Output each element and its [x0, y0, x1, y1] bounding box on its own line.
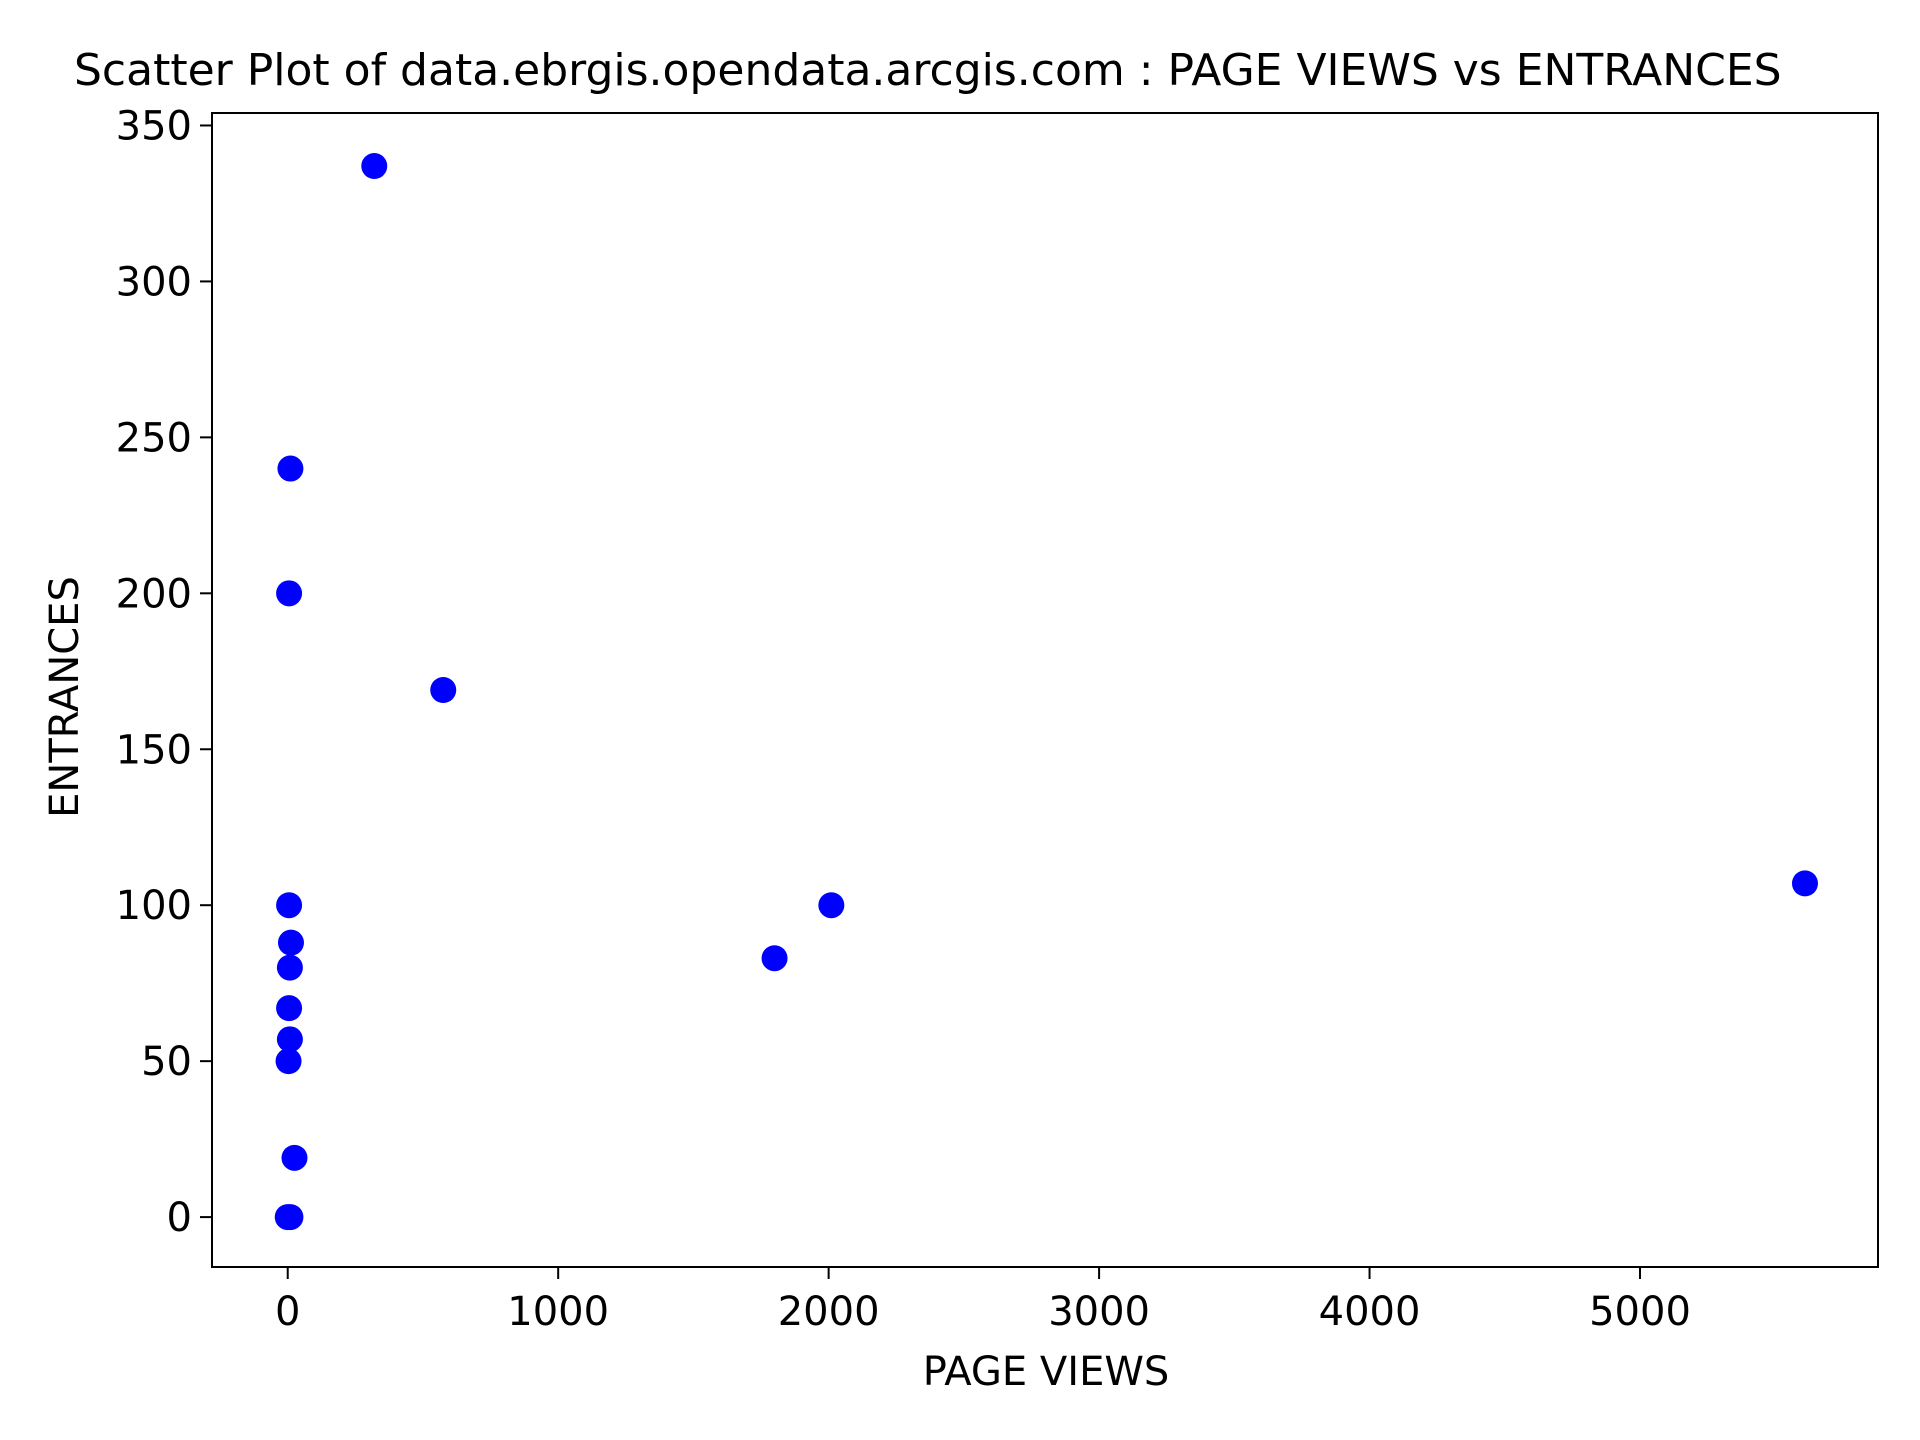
data-point — [818, 892, 845, 919]
y-tick-label: 200 — [116, 571, 192, 617]
data-point — [276, 1026, 303, 1053]
y-tick-label: 350 — [116, 103, 192, 149]
x-tick-label: 3000 — [1048, 1289, 1150, 1335]
y-tick-label: 50 — [141, 1039, 192, 1085]
y-tick-label: 250 — [116, 415, 192, 461]
x-axis-label: PAGE VIEWS — [923, 1349, 1170, 1395]
y-tick-label: 300 — [116, 259, 192, 305]
data-point — [276, 995, 303, 1022]
y-axis-label: ENTRANCES — [42, 576, 88, 818]
data-point — [275, 1048, 302, 1075]
x-tick-label: 0 — [275, 1289, 300, 1335]
x-tick-label: 4000 — [1319, 1289, 1421, 1335]
chart-title: Scatter Plot of data.ebrgis.opendata.arc… — [74, 45, 1782, 96]
data-point — [276, 892, 303, 919]
y-tick-label: 100 — [116, 883, 192, 929]
plot-area: 0 1000 2000 3000 4000 5000 0 50 100 150 200 250 300 3… — [116, 103, 1879, 1335]
data-point — [281, 1144, 308, 1171]
x-tick-label: 2000 — [778, 1289, 880, 1335]
x-tick-label: 1000 — [507, 1289, 609, 1335]
data-point — [761, 945, 788, 972]
data-point — [361, 153, 388, 180]
data-point — [277, 455, 304, 482]
data-point — [276, 580, 303, 607]
y-tick-label: 0 — [167, 1195, 192, 1241]
data-point — [1791, 870, 1818, 897]
data-point — [430, 677, 457, 703]
data-point — [276, 954, 303, 981]
x-tick-label: 5000 — [1589, 1289, 1691, 1335]
data-point — [277, 1204, 304, 1231]
data-point — [277, 929, 304, 956]
y-tick-label: 150 — [116, 727, 192, 773]
plot-frame — [211, 112, 1879, 1268]
